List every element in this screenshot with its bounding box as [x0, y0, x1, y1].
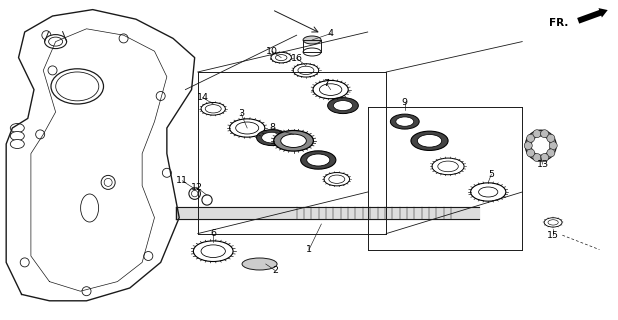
Circle shape — [527, 149, 535, 157]
Ellipse shape — [261, 132, 282, 143]
Text: 13: 13 — [536, 160, 549, 169]
Text: 6: 6 — [210, 229, 216, 238]
FancyArrow shape — [577, 8, 607, 24]
Ellipse shape — [471, 183, 506, 201]
Ellipse shape — [307, 154, 330, 166]
Ellipse shape — [193, 241, 233, 261]
Circle shape — [549, 141, 557, 149]
Ellipse shape — [324, 172, 350, 186]
Circle shape — [524, 141, 532, 149]
Ellipse shape — [230, 119, 265, 137]
Circle shape — [541, 154, 549, 162]
Ellipse shape — [11, 132, 24, 140]
Ellipse shape — [438, 161, 459, 172]
Text: 5: 5 — [488, 170, 494, 179]
Text: 16: 16 — [290, 54, 303, 63]
Ellipse shape — [417, 134, 442, 147]
Text: 12: 12 — [190, 183, 203, 192]
Ellipse shape — [201, 245, 226, 258]
Ellipse shape — [256, 130, 287, 146]
Circle shape — [533, 154, 541, 162]
Text: 2: 2 — [272, 266, 278, 275]
Ellipse shape — [391, 114, 419, 129]
Ellipse shape — [49, 37, 62, 46]
Ellipse shape — [478, 187, 498, 197]
Ellipse shape — [320, 84, 342, 95]
Ellipse shape — [271, 52, 292, 63]
Ellipse shape — [281, 134, 307, 148]
Circle shape — [533, 130, 541, 138]
Text: 3: 3 — [238, 109, 244, 118]
Ellipse shape — [44, 35, 67, 49]
Text: 15: 15 — [547, 231, 559, 240]
Ellipse shape — [298, 66, 314, 75]
Ellipse shape — [201, 102, 226, 115]
Ellipse shape — [80, 194, 99, 222]
Ellipse shape — [293, 64, 319, 77]
Ellipse shape — [548, 220, 558, 225]
Ellipse shape — [301, 151, 336, 169]
Text: 7: 7 — [323, 79, 329, 88]
Ellipse shape — [411, 131, 448, 150]
Ellipse shape — [313, 80, 348, 99]
Ellipse shape — [205, 105, 221, 113]
Circle shape — [547, 134, 555, 142]
Ellipse shape — [544, 218, 562, 227]
Circle shape — [541, 130, 549, 138]
Ellipse shape — [274, 131, 313, 151]
Ellipse shape — [303, 48, 321, 56]
Text: 8: 8 — [269, 124, 275, 132]
Circle shape — [527, 134, 535, 142]
Ellipse shape — [242, 258, 277, 270]
Ellipse shape — [329, 175, 345, 183]
Ellipse shape — [11, 124, 24, 132]
Circle shape — [547, 149, 555, 157]
Ellipse shape — [51, 69, 104, 104]
Ellipse shape — [11, 140, 24, 148]
Text: 14: 14 — [197, 93, 209, 102]
Text: 1: 1 — [306, 245, 312, 254]
Ellipse shape — [396, 117, 413, 126]
Text: 9: 9 — [402, 98, 408, 107]
Ellipse shape — [432, 158, 464, 175]
Ellipse shape — [276, 55, 287, 60]
Ellipse shape — [56, 72, 99, 101]
Ellipse shape — [235, 122, 259, 134]
Ellipse shape — [328, 98, 358, 114]
Text: 11: 11 — [176, 176, 188, 185]
Text: FR.: FR. — [549, 18, 568, 28]
Ellipse shape — [333, 100, 353, 111]
Ellipse shape — [303, 36, 321, 44]
Text: 4: 4 — [328, 29, 334, 38]
Text: 10: 10 — [266, 47, 278, 56]
